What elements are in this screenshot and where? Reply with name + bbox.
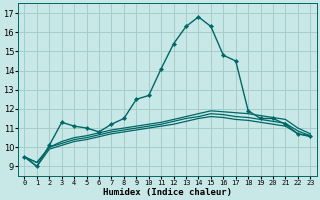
X-axis label: Humidex (Indice chaleur): Humidex (Indice chaleur) bbox=[103, 188, 232, 197]
